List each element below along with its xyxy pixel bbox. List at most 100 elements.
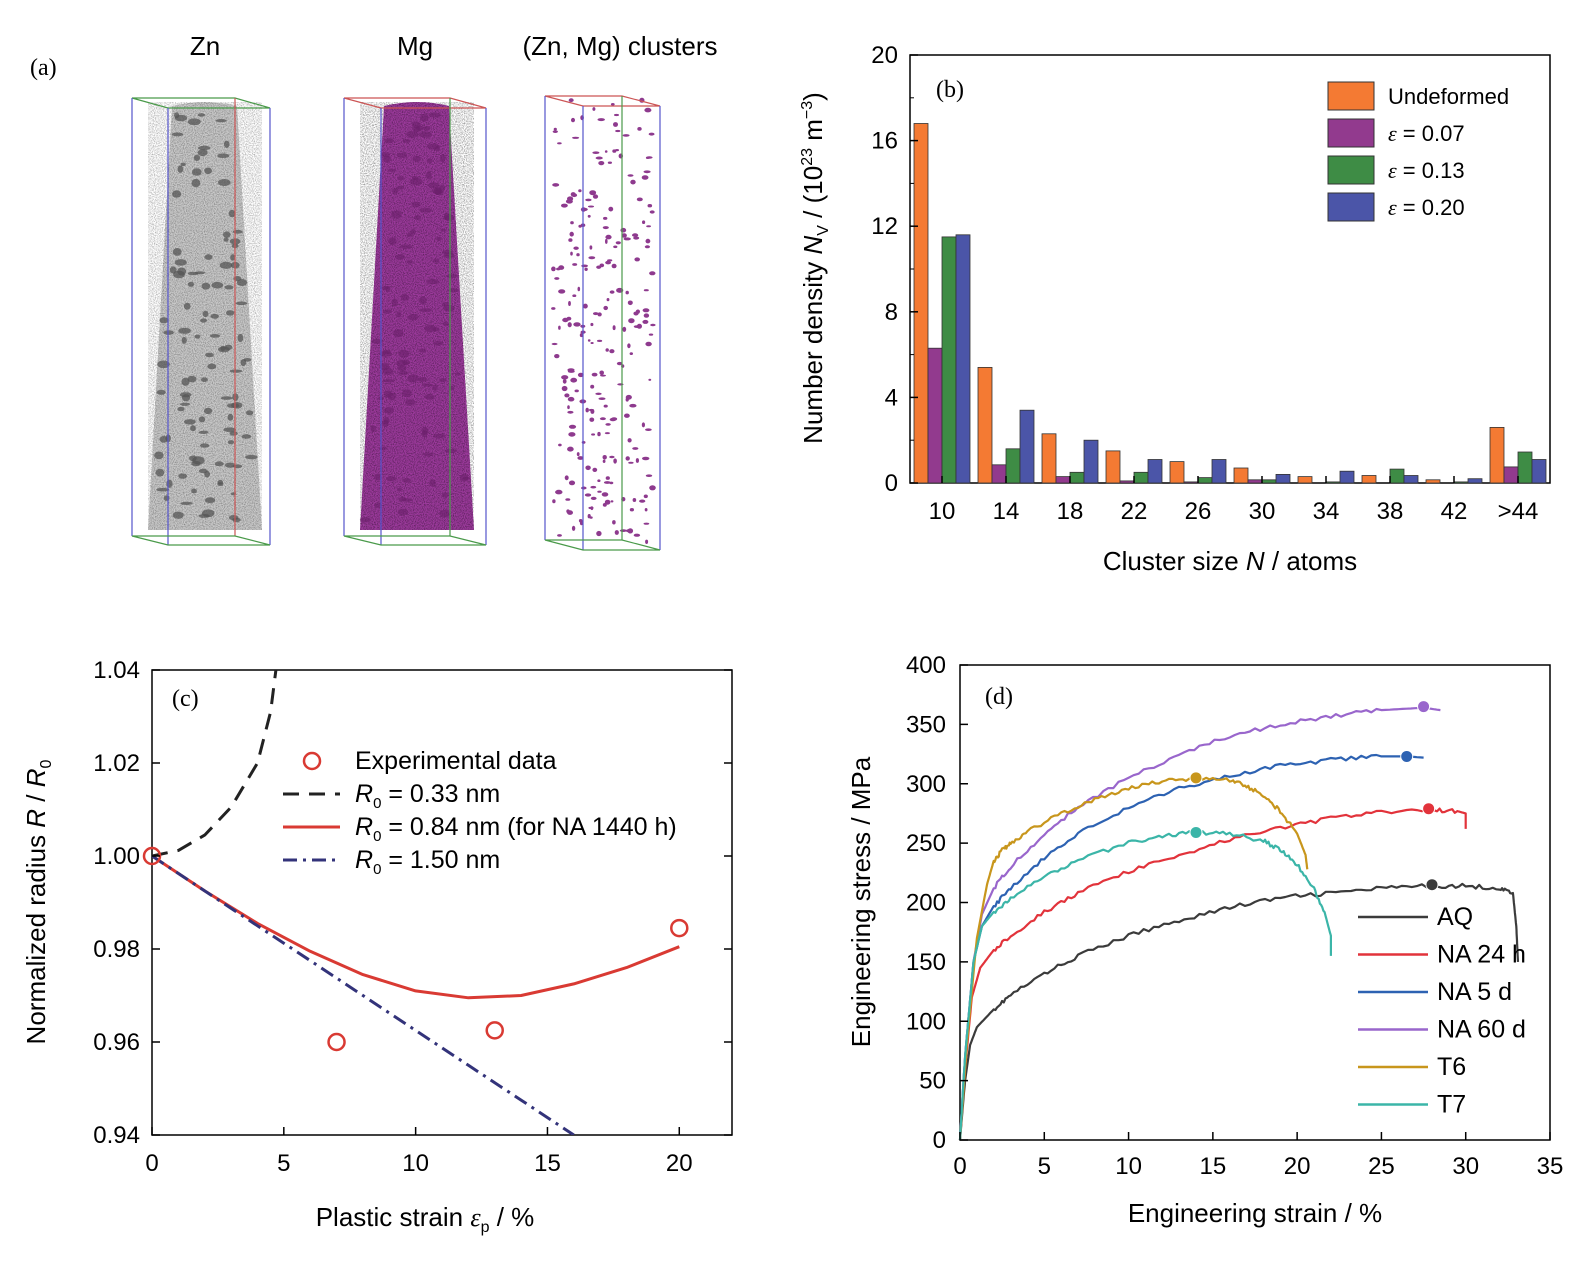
zn-cluster bbox=[224, 462, 236, 468]
cluster-map bbox=[544, 95, 661, 551]
zn-mg-cluster bbox=[598, 397, 606, 401]
zn-mg-cluster bbox=[596, 530, 602, 537]
mg-cluster bbox=[374, 473, 382, 481]
zn-cluster bbox=[227, 440, 235, 445]
x-tick-label-b: 18 bbox=[1057, 498, 1084, 525]
curve-r084 bbox=[152, 854, 680, 1000]
zn-mg-cluster bbox=[648, 378, 652, 381]
legend-label-na-24-h: NA 24 h bbox=[1437, 941, 1526, 969]
zn-mg-cluster bbox=[603, 305, 608, 311]
legend-label-t6: T6 bbox=[1437, 1053, 1466, 1081]
x-tick-label-d: 30 bbox=[1452, 1153, 1479, 1180]
y-tick-label-b: 12 bbox=[871, 213, 898, 240]
zn-mg-cluster bbox=[636, 323, 643, 329]
zn-mg-cluster bbox=[599, 263, 605, 268]
mg-cluster bbox=[402, 389, 412, 398]
x-tick-label-b: 10 bbox=[929, 498, 956, 525]
legend-label-experimental: Experimental data bbox=[355, 747, 557, 775]
zn-cluster bbox=[215, 119, 227, 123]
mg-cluster bbox=[444, 448, 458, 454]
bar-undeformed-30 bbox=[1233, 467, 1249, 484]
x-tick-label-b: 26 bbox=[1185, 498, 1212, 525]
zn-mg-cluster bbox=[597, 431, 601, 437]
zn-cluster bbox=[159, 435, 168, 443]
mg-cluster-blobs bbox=[359, 112, 470, 523]
mg-cluster bbox=[432, 384, 438, 391]
legend-swatch-e020 bbox=[1327, 192, 1375, 222]
zn-cluster bbox=[228, 515, 239, 521]
zn-mg-cluster bbox=[556, 267, 561, 271]
zn-cluster bbox=[189, 455, 197, 462]
mg-cluster bbox=[426, 158, 433, 164]
column-title-zn: Zn bbox=[190, 31, 220, 61]
zn-cluster bbox=[202, 310, 209, 318]
curve-t7 bbox=[958, 830, 1333, 1141]
zn-mg-cluster bbox=[561, 203, 568, 208]
mg-cluster bbox=[427, 143, 440, 150]
zn-mg-cluster bbox=[634, 257, 640, 262]
curve-na-60-d bbox=[958, 706, 1441, 1141]
mg-cluster bbox=[398, 370, 409, 376]
zn-mg-cluster bbox=[629, 403, 637, 408]
mg-cluster bbox=[443, 212, 451, 221]
zn-mg-cluster bbox=[602, 459, 606, 463]
zn-mg-cluster bbox=[635, 458, 640, 463]
zn-mg-cluster bbox=[572, 136, 580, 139]
zn-atom-map bbox=[131, 97, 271, 546]
zn-mg-cluster bbox=[643, 313, 650, 318]
mg-cluster bbox=[422, 383, 433, 387]
zn-mg-cluster bbox=[585, 407, 589, 413]
zn-mg-cluster bbox=[584, 493, 592, 497]
zn-cluster bbox=[231, 402, 243, 409]
mg-cluster bbox=[382, 379, 396, 383]
zn-mg-cluster bbox=[587, 339, 591, 342]
zn-mg-cluster bbox=[630, 179, 636, 185]
panel-c: (c) 0.94 0.96 0.98 1.00 1.02 1.04 0 5 10 15 20 Pl… bbox=[21, 657, 733, 1236]
legend-c: Experimental data R0 = 0.33 nm R0 = 0.84… bbox=[283, 747, 677, 878]
zn-mg-cluster bbox=[602, 455, 607, 460]
zn-mg-cluster bbox=[649, 485, 656, 491]
x-tick-label-b: 14 bbox=[993, 498, 1020, 525]
bar-eps013-34 bbox=[1325, 481, 1341, 484]
zn-mg-cluster bbox=[625, 397, 629, 402]
mg-cluster bbox=[384, 138, 394, 144]
zn-mg-cluster bbox=[551, 342, 558, 346]
zn-mg-cluster bbox=[641, 422, 646, 428]
zn-mg-cluster bbox=[606, 298, 610, 302]
legend-label-r033: R0 = 0.33 nm bbox=[355, 780, 500, 812]
legend-label-e007: ε = 0.07 bbox=[1388, 121, 1465, 146]
zn-mg-cluster bbox=[628, 318, 635, 324]
zn-mg-cluster bbox=[649, 210, 655, 214]
zn-mg-cluster bbox=[597, 490, 602, 493]
bar-eps020-22 bbox=[1147, 459, 1163, 484]
x-tick-label-b: 30 bbox=[1249, 498, 1276, 525]
zn-mg-cluster bbox=[567, 370, 575, 373]
bar-eps007-26 bbox=[1183, 481, 1199, 484]
zn-mg-cluster bbox=[627, 300, 633, 306]
mg-cluster bbox=[462, 476, 470, 480]
zn-cluster bbox=[191, 178, 201, 188]
plot-frame-c bbox=[151, 669, 733, 1136]
zn-mg-cluster bbox=[570, 251, 573, 256]
legend-label-t7: T7 bbox=[1437, 1091, 1466, 1119]
bar-undeformed-10 bbox=[913, 123, 929, 484]
zn-mg-cluster bbox=[590, 384, 595, 389]
zn-mg-cluster bbox=[645, 238, 651, 244]
zn-mg-cluster bbox=[587, 514, 591, 519]
y-axis-label-c: Normalized radius R / R0 bbox=[21, 759, 55, 1044]
panel-d-label: (d) bbox=[985, 684, 1013, 710]
zn-cluster bbox=[211, 281, 224, 289]
zn-mg-cluster bbox=[554, 354, 560, 359]
zn-mg-cluster bbox=[610, 103, 615, 106]
zn-mg-cluster bbox=[613, 245, 618, 249]
zn-mg-cluster bbox=[595, 156, 603, 160]
zn-mg-cluster bbox=[585, 465, 591, 471]
zn-mg-cluster bbox=[625, 456, 630, 461]
y-tick-label-c: 1.04 bbox=[93, 657, 140, 684]
zn-mg-cluster bbox=[581, 486, 587, 490]
bar-undeformed-gt44 bbox=[1489, 426, 1505, 484]
bar-eps007-14 bbox=[991, 464, 1007, 484]
mg-cluster bbox=[398, 349, 410, 358]
x-tick-label-b: 34 bbox=[1313, 498, 1340, 525]
zn-mg-cluster bbox=[609, 290, 615, 294]
